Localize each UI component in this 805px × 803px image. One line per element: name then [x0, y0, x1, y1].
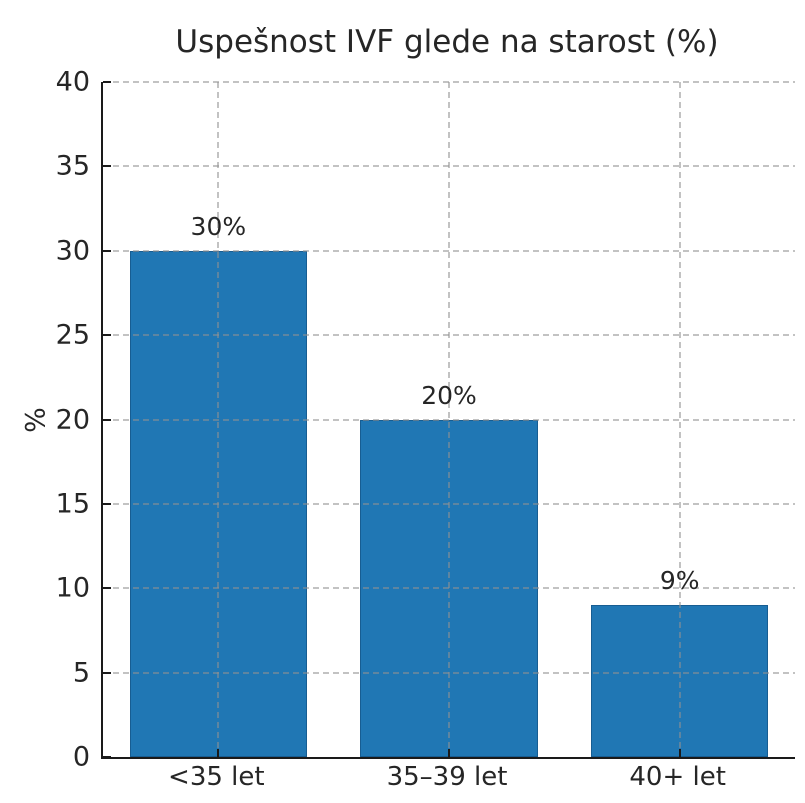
y-tick-mark [103, 334, 111, 337]
y-tick-label: 35 [55, 150, 90, 182]
x-tick-label: 40+ let [629, 762, 726, 792]
y-tick-mark [103, 756, 111, 758]
bar-value-label: 9% [659, 566, 700, 596]
y-tick-mark [103, 165, 111, 168]
y-tick-mark [103, 249, 111, 252]
x-tick-label: <35 let [168, 762, 265, 792]
bar-value-label: 30% [190, 211, 247, 241]
x-tick-mark [678, 749, 681, 757]
y-tick-label: 40 [55, 66, 90, 98]
y-tick-mark [103, 587, 111, 590]
chart-title: Uspešnost IVF glede na starost (%) [175, 24, 719, 60]
x-tick-label: 35–39 let [386, 762, 508, 792]
bar-value-label: 20% [421, 380, 477, 410]
y-tick-mark [103, 502, 111, 505]
y-tick-mark [103, 671, 111, 674]
y-tick-label: 25 [55, 319, 90, 351]
plot-area: 30% 20% 9% [101, 81, 795, 759]
y-tick-label: 20 [55, 404, 90, 435]
y-tick-label: 5 [72, 657, 90, 689]
gridline-vertical [217, 82, 220, 757]
y-tick-label: 10 [55, 572, 90, 604]
y-tick-label: 0 [72, 741, 90, 773]
y-tick-mark [103, 81, 111, 83]
gridline-vertical [678, 82, 681, 757]
y-tick-label: 30 [55, 235, 90, 267]
y-tick-mark [103, 418, 111, 421]
y-tick-label: 15 [55, 488, 90, 520]
x-tick-mark [448, 749, 450, 757]
x-tick-mark [217, 749, 220, 757]
gridline-vertical [448, 82, 450, 757]
